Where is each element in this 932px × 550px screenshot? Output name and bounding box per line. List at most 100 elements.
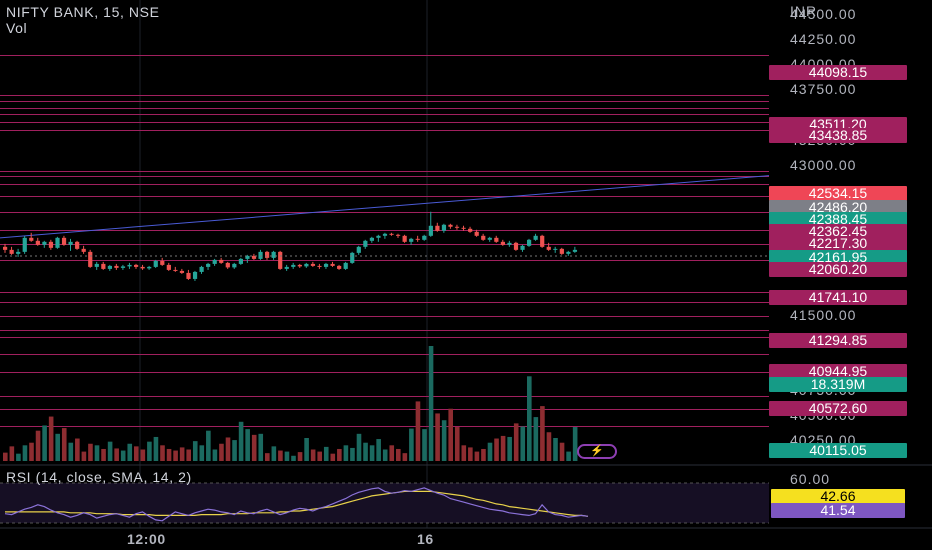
volume-bar [199,445,205,461]
rsi-sma-line [5,490,588,517]
volume-bar [553,438,558,461]
volume-bar [120,450,126,461]
candle-body [166,264,171,270]
volume-bar [225,437,231,461]
volume-bar [29,442,34,461]
candle-body [376,235,381,238]
volume-bar [153,436,159,461]
volume-bar [114,448,119,461]
candle-body [147,266,152,269]
symbol-title[interactable]: NIFTY BANK, 15, NSE [6,4,160,20]
candle-body [212,259,217,264]
volume-bar [134,446,139,461]
price-axis-label: 44250.00 [790,31,857,48]
candle-body [173,269,178,271]
volume-bar [448,408,453,461]
volume-bar [160,445,165,461]
price-label: 18.319M [769,377,907,392]
rsi-line [4,487,588,522]
price-label: 42060.20 [769,262,907,277]
rsi-indicator-label[interactable]: RSI (14, close, SMA, 14, 2) [6,469,192,485]
volume-bar [513,423,519,461]
volume-bar [94,445,100,461]
trend-line[interactable] [0,175,770,239]
candle-body [3,246,8,250]
volume-bar [127,443,133,461]
candle-body [55,237,60,248]
candlestick-series [3,211,578,281]
candle-body [225,262,230,268]
candle-body [468,228,473,232]
volume-bar [572,427,578,461]
volume-indicator-label[interactable]: Vol [6,20,28,36]
lightning-icon[interactable]: ⚡ [577,444,617,459]
volume-bar [533,417,539,461]
volume-bar [402,453,408,461]
candle-body [114,265,119,268]
candle-body [428,225,433,236]
grid-lines [139,0,428,528]
volume-bar [507,436,512,461]
candle-body [238,258,243,264]
volume-bar [435,413,440,461]
price-axis-label: 41500.00 [790,307,857,324]
candle-body [140,266,145,269]
candle-body [284,266,289,269]
candle-body [572,249,578,252]
volume-bar [238,421,244,461]
candle-body [527,239,532,246]
volume-bar [468,447,473,461]
volume-bar [251,434,257,461]
rsi-pane [0,483,769,523]
volume-bar [147,441,152,461]
candle-body [330,263,335,266]
volume-bar [337,448,342,461]
volume-bar [186,449,191,461]
candle-body [291,264,296,267]
price-axis-label: 43000.00 [790,156,857,173]
volume-bar [540,406,545,461]
candle-body [566,251,571,254]
candle-body [199,266,204,272]
candle-body [396,234,401,236]
volume-bar [81,451,87,461]
candle-body [219,259,224,263]
volume-bar [55,433,60,461]
volume-bar [42,425,47,461]
volume-bar [363,442,368,461]
volume-bar [107,441,113,461]
candle-body [559,248,564,254]
volume-bar [317,451,322,461]
volume-bar [323,446,329,461]
volume-bar [350,447,355,461]
price-label: 40944.95 [769,364,907,379]
volume-bar [297,452,303,461]
volume-bar [461,445,467,461]
candle-body [500,241,505,245]
candle-body [134,264,139,267]
time-axis-label: 16 [417,531,434,547]
volume-bar [219,443,224,461]
volume-bar [422,429,427,461]
volume-bar [343,445,349,461]
candle-body [540,235,545,247]
volume-bar [258,433,264,461]
volume-bar [546,432,552,461]
volume-bar [566,451,571,461]
volume-bar [520,426,526,461]
volume-bar [291,455,296,461]
candle-body [487,237,492,240]
candle-body [101,263,106,269]
volume-bar [35,430,41,461]
candle-body [94,263,99,267]
candle-body [454,226,460,228]
volume-bar [487,442,493,461]
volume-bar [310,449,316,461]
candle-body [120,266,126,268]
price-label: 42362.45 [769,224,907,239]
price-label: 42217.30 [769,236,907,251]
volume-bar [494,438,499,461]
rsi-sma-value-badge: 41.54 [771,503,905,518]
volume-bar [527,376,532,461]
volume-bar [206,430,211,461]
